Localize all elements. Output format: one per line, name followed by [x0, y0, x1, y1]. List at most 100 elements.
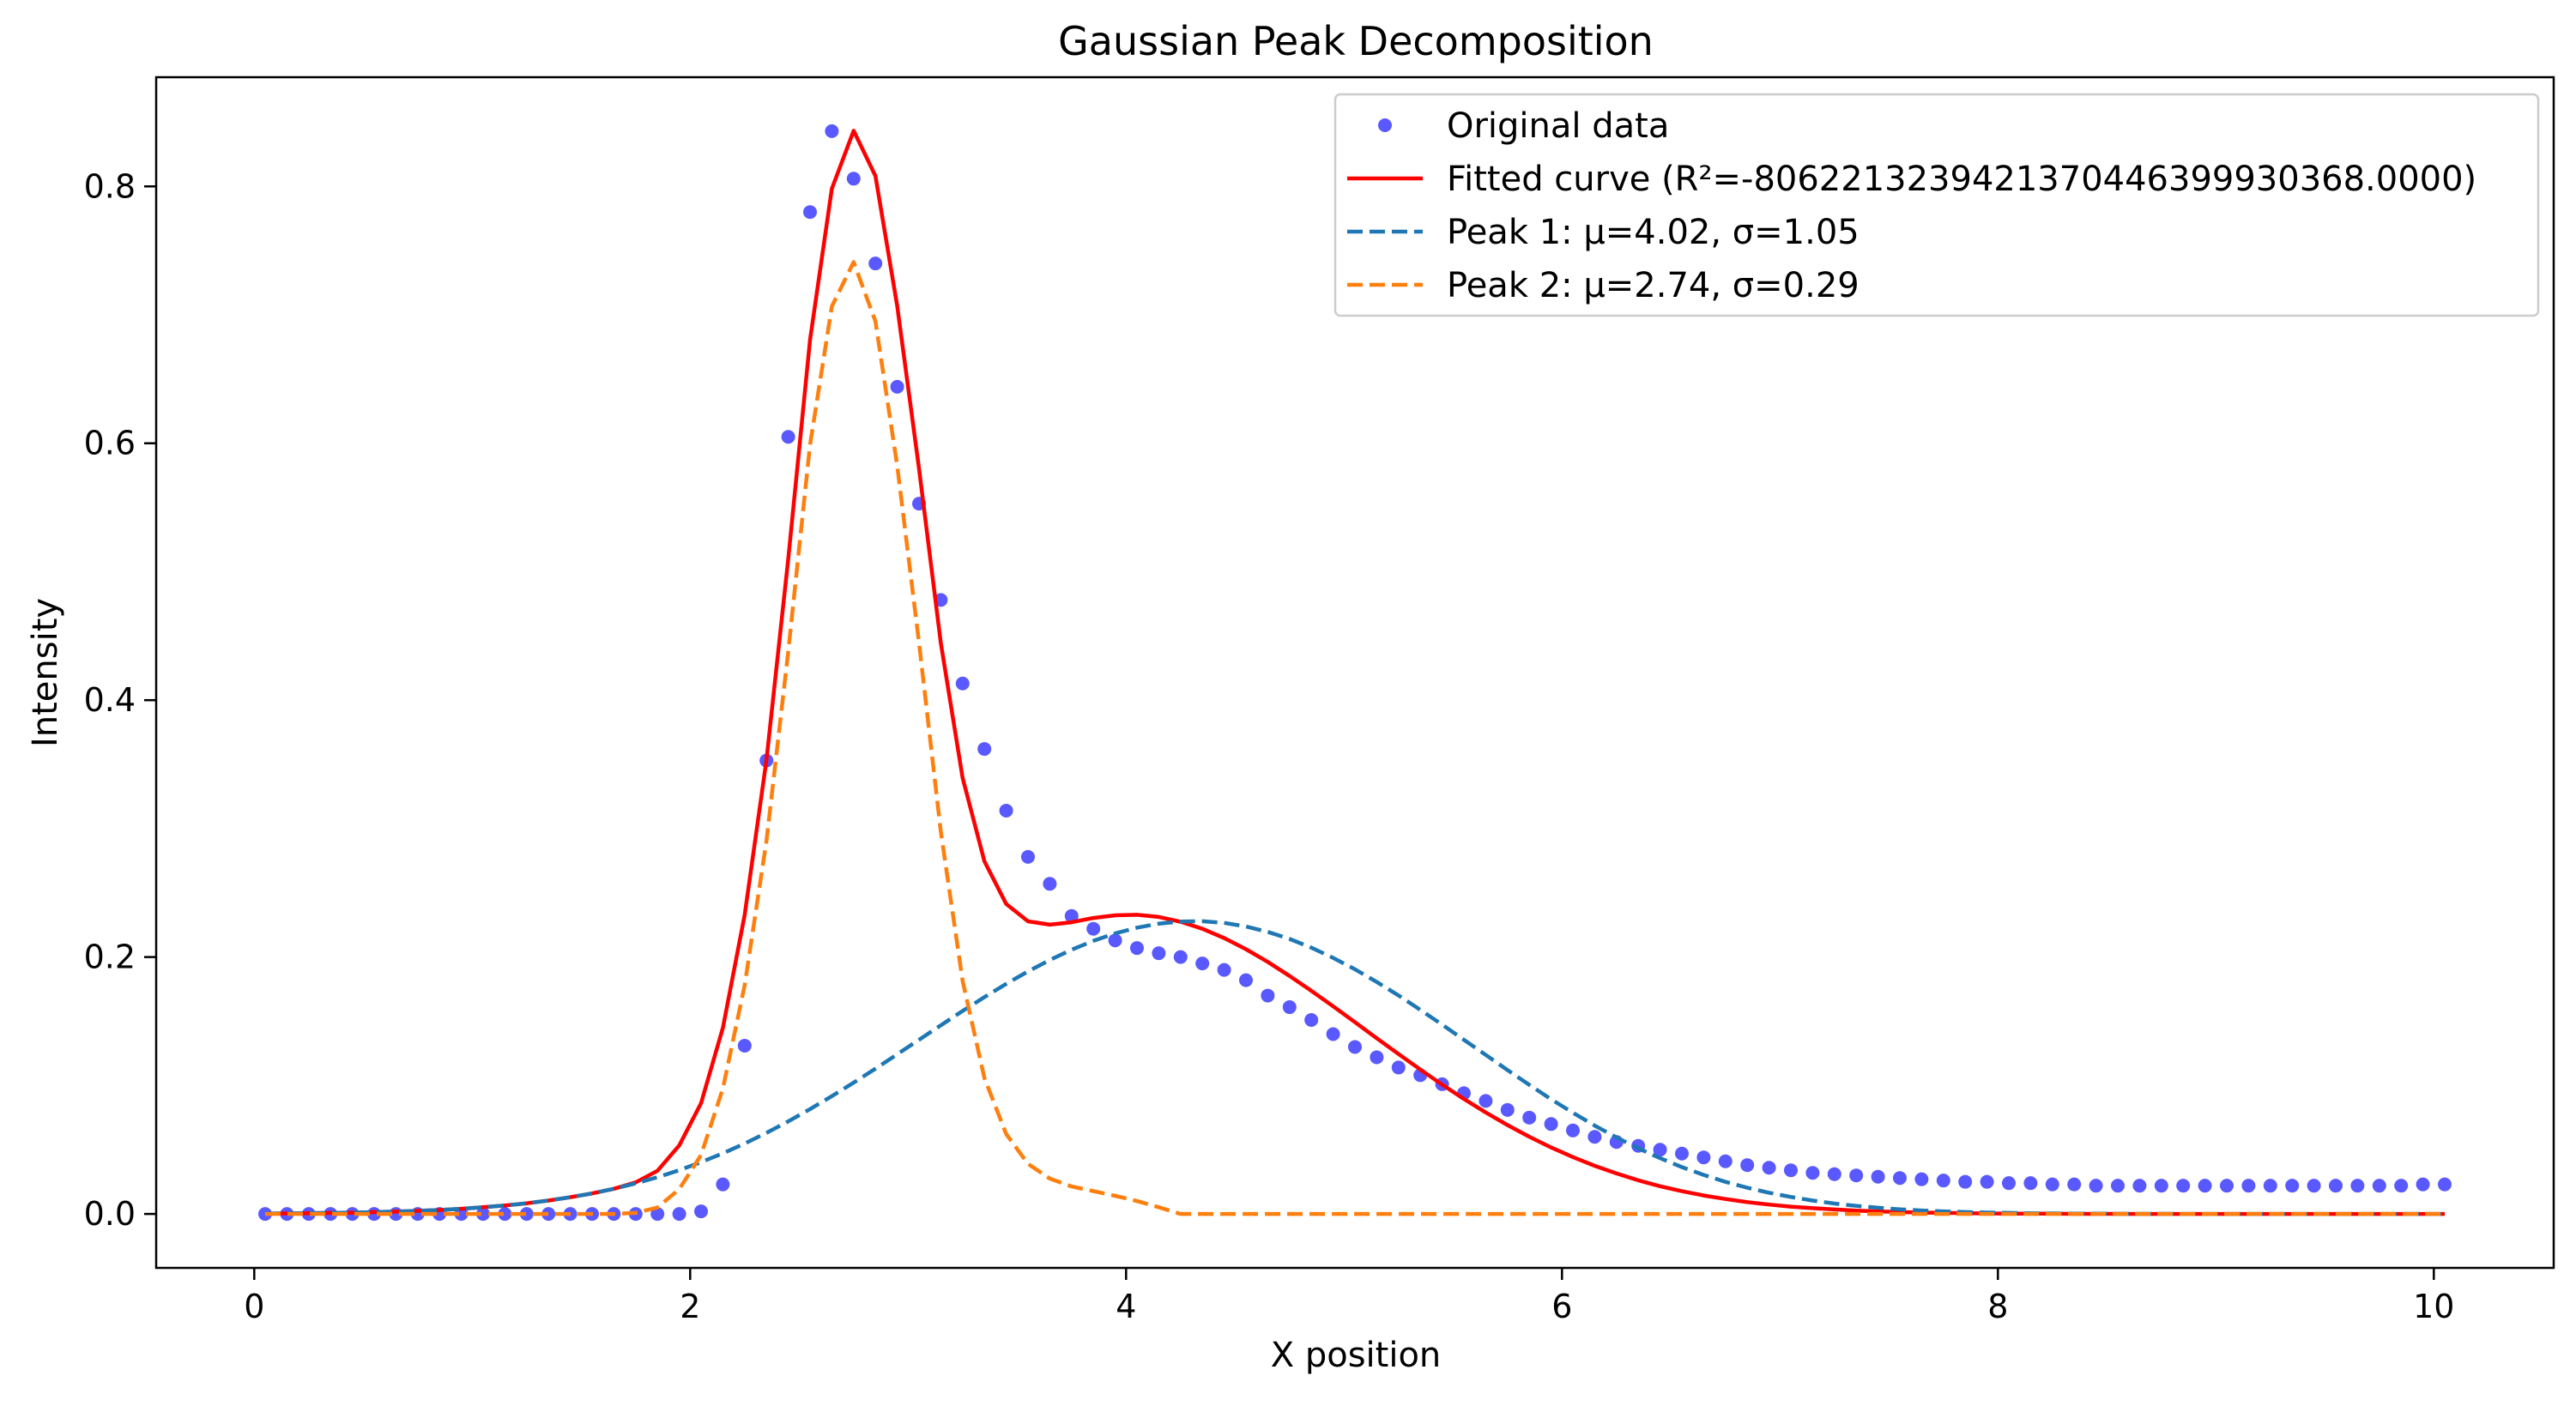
- legend: Original data Fitted curve (R²=-806221323…: [1333, 93, 2540, 317]
- data-point: [541, 1207, 556, 1222]
- data-point: [2132, 1179, 2147, 1193]
- data-point: [2263, 1179, 2277, 1193]
- plot-frame: [154, 75, 2555, 1270]
- data-point: [890, 379, 904, 394]
- y-tick-label: 0.6: [84, 425, 136, 462]
- data-point: [977, 742, 992, 757]
- data-point: [2045, 1177, 2059, 1192]
- data-point: [1370, 1050, 1384, 1065]
- data-point: [868, 256, 883, 271]
- data-point: [650, 1207, 665, 1222]
- data-point: [2350, 1179, 2365, 1193]
- x-tick-label: 0: [244, 1288, 264, 1325]
- series-line: [265, 260, 2445, 1216]
- x-tick-label: 10: [2413, 1288, 2454, 1325]
- data-point: [1391, 1060, 1406, 1075]
- data-point: [1980, 1174, 1994, 1189]
- x-tick-label: 2: [680, 1288, 700, 1325]
- data-point: [2438, 1177, 2452, 1192]
- data-point: [1261, 988, 1275, 1003]
- data-point: [2176, 1179, 2191, 1193]
- data-point: [1130, 941, 1144, 956]
- data-point: [2089, 1179, 2103, 1193]
- data-point: [1195, 956, 1210, 971]
- data-point: [2154, 1179, 2168, 1193]
- x-axis: 0 2 4 6 8 10: [244, 1268, 2454, 1325]
- data-point: [2002, 1176, 2016, 1191]
- data-point: [2220, 1179, 2234, 1193]
- data-point: [737, 1038, 752, 1053]
- y-tick-label: 0.2: [84, 938, 136, 976]
- x-tick-label: 8: [1987, 1288, 2008, 1325]
- data-point: [2307, 1179, 2321, 1193]
- y-tick-label: 0.4: [84, 681, 136, 719]
- data-point: [1718, 1154, 1732, 1168]
- data-point: [1152, 946, 1166, 961]
- legend-label: Peak 1: μ=4.02, σ=1.05: [1447, 213, 1859, 252]
- data-point: [476, 1207, 490, 1222]
- legend-box: [1333, 93, 2540, 317]
- data-point: [1675, 1146, 1689, 1161]
- data-point: [2285, 1179, 2300, 1193]
- data-point: [1544, 1117, 1558, 1131]
- data-point: [2372, 1179, 2386, 1193]
- legend-label: Fitted curve (R²=-8062213239421370446399…: [1447, 160, 2476, 199]
- data-point: [1282, 1000, 1297, 1015]
- data-point: [1784, 1163, 1798, 1178]
- data-point: [1064, 908, 1079, 923]
- data-point: [1173, 950, 1188, 964]
- y-axis-label: Intensity: [26, 598, 65, 747]
- x-tick-label: 6: [1551, 1288, 1572, 1325]
- data-point: [2416, 1177, 2430, 1192]
- y-tick-label: 0.8: [84, 167, 136, 205]
- data-point: [498, 1207, 512, 1222]
- data-point: [803, 205, 817, 220]
- data-point: [1217, 962, 1231, 977]
- data-point: [2394, 1179, 2409, 1193]
- data-point: [716, 1177, 730, 1192]
- data-point: [2111, 1179, 2125, 1193]
- y-tick-label: 0.0: [84, 1195, 136, 1233]
- data-point: [1587, 1130, 1602, 1144]
- plot-area: [258, 124, 2452, 1222]
- data-point: [1021, 849, 1035, 864]
- data-point: [1849, 1168, 1864, 1183]
- x-tick-label: 4: [1116, 1288, 1136, 1325]
- series-1: [258, 124, 2452, 1222]
- data-point: [1566, 1123, 1580, 1137]
- data-point: [1936, 1174, 1950, 1188]
- data-point: [1762, 1161, 1776, 1175]
- data-point: [1958, 1174, 1973, 1189]
- legend-label: Original data: [1447, 106, 1669, 146]
- data-point: [1500, 1102, 1515, 1117]
- data-point: [519, 1207, 534, 1222]
- data-point: [781, 430, 795, 444]
- data-point: [1827, 1167, 1841, 1181]
- data-point: [1478, 1094, 1493, 1108]
- legend-label: Peak 2: μ=2.74, σ=0.29: [1447, 266, 1859, 305]
- data-point: [1304, 1013, 1319, 1028]
- legend-marker: [1378, 118, 1392, 132]
- data-point: [1805, 1166, 1820, 1180]
- data-point: [2023, 1176, 2038, 1191]
- data-point: [2241, 1179, 2256, 1193]
- data-point: [672, 1207, 686, 1222]
- data-point: [1914, 1172, 1929, 1186]
- series-4: [265, 260, 2445, 1216]
- data-point: [2329, 1179, 2343, 1193]
- data-point: [1653, 1143, 1667, 1157]
- data-point: [955, 676, 970, 691]
- data-point: [1348, 1040, 1362, 1054]
- data-point: [1893, 1171, 1907, 1186]
- data-point: [1086, 921, 1101, 936]
- data-point: [825, 124, 839, 138]
- data-point: [1108, 933, 1122, 948]
- y-axis: 0.0 0.2 0.4 0.6 0.8: [84, 167, 156, 1233]
- data-point: [846, 172, 861, 186]
- data-point: [1696, 1150, 1711, 1165]
- data-point: [1740, 1158, 1755, 1173]
- chart-title: Gaussian Peak Decomposition: [1058, 18, 1654, 64]
- data-point: [1043, 877, 1057, 891]
